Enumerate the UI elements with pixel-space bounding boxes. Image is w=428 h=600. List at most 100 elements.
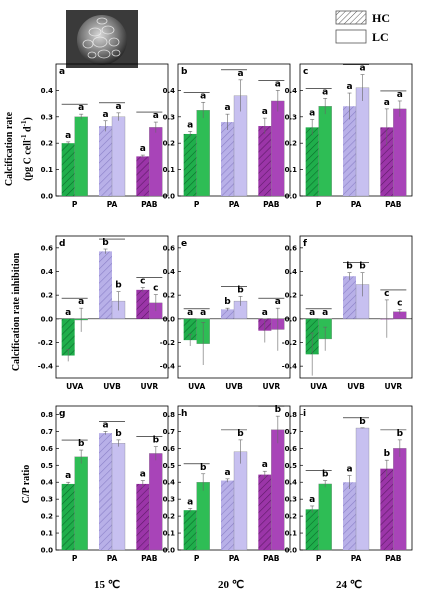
- y-tick-label: 0.4: [163, 479, 176, 487]
- y-tick-label: 0.0: [163, 547, 176, 555]
- y-tick-label: 0.8: [285, 411, 298, 419]
- x-tick-label: UVB: [225, 382, 243, 391]
- significance-letter: b: [78, 439, 85, 449]
- y-tick-label: 0.4: [285, 87, 298, 95]
- panel-e-frame: [177, 235, 291, 379]
- panel-letter: c: [303, 67, 308, 77]
- significance-letter: a: [224, 468, 230, 478]
- significance-letter: b: [346, 262, 353, 272]
- significance-letter: b: [237, 285, 244, 295]
- x-tick-label: P: [316, 200, 322, 209]
- significance-letter: b: [322, 470, 329, 480]
- bar-hc-pab: [136, 156, 150, 196]
- y-tick-label: 0.4: [163, 268, 176, 276]
- column-label-15C: 15 ℃: [94, 579, 121, 591]
- bar-lc-p: [196, 110, 210, 197]
- y-tick-label: 0.0: [285, 315, 298, 323]
- y-tick-label: 0.8: [41, 411, 54, 419]
- y-tick-label: 0.2: [163, 140, 176, 148]
- y-tick-label: 0.3: [163, 113, 176, 121]
- bar-hc-pa: [343, 106, 356, 196]
- y-tick-label: -0.2: [160, 339, 175, 347]
- significance-letter: a: [262, 308, 268, 318]
- bar-hc-pa: [99, 433, 112, 550]
- x-tick-label: UVR: [140, 382, 158, 391]
- y-tick-label: 0.6: [285, 244, 298, 252]
- x-tick-label: PA: [229, 554, 240, 563]
- x-tick-label: P: [194, 554, 200, 563]
- bar-lc-pa: [355, 87, 370, 197]
- significance-letter: b: [359, 417, 366, 427]
- significance-letter: a: [224, 103, 230, 113]
- y-tick-label: 0.7: [285, 428, 298, 436]
- x-tick-label: UVA: [310, 382, 327, 391]
- significance-letter: a: [322, 308, 328, 318]
- y-tick-label: 0.0: [285, 193, 298, 201]
- y-tick-label: 0.4: [163, 87, 176, 95]
- significance-letter: a: [65, 308, 71, 318]
- bar-hc-pab: [380, 468, 394, 550]
- bar-lc-pab: [149, 453, 163, 551]
- bar-hc-p: [305, 127, 319, 196]
- x-tick-label: UVB: [347, 382, 365, 391]
- significance-letter: b: [384, 449, 391, 459]
- y-tick-label: 0.5: [41, 462, 54, 470]
- x-tick-label: P: [194, 200, 200, 209]
- row1-ylabel-unit: (pg C cell: [22, 140, 34, 181]
- y-tick-label: 0.0: [285, 547, 298, 555]
- significance-letter: a: [200, 308, 206, 318]
- bar-lc-p: [318, 483, 332, 551]
- bar-lc-p: [196, 482, 210, 551]
- y-tick-label: 0.4: [285, 479, 298, 487]
- significance-letter: b: [200, 463, 207, 473]
- y-tick-label: 0.0: [41, 193, 54, 201]
- significance-letter: a: [65, 131, 71, 141]
- bar-hc-p: [61, 483, 75, 550]
- x-tick-label: PA: [229, 200, 240, 209]
- column-label-24C: 24 ℃: [336, 579, 363, 591]
- y-tick-label: -0.4: [160, 363, 175, 371]
- significance-letter: a: [102, 110, 108, 120]
- legend-hc-label: HC: [372, 11, 390, 25]
- panel-letter: b: [181, 67, 188, 77]
- significance-letter: a: [153, 111, 159, 121]
- panel-letter: g: [59, 409, 65, 419]
- x-tick-label: UVR: [262, 382, 280, 391]
- y-tick-label: 0.3: [285, 496, 298, 504]
- y-tick-label: 0.5: [163, 462, 176, 470]
- row1-ylabel-sup2: -1: [20, 120, 28, 127]
- y-tick-label: 0.1: [163, 530, 176, 538]
- bar-lc-pab: [393, 448, 407, 551]
- significance-letter: a: [322, 87, 328, 97]
- significance-letter: a: [359, 64, 365, 74]
- bar-hc-pa: [343, 482, 356, 550]
- significance-letter: a: [78, 297, 84, 307]
- x-tick-label: PAB: [141, 200, 158, 209]
- x-tick-label: PAB: [385, 554, 402, 563]
- bar-hc-uvb: [343, 276, 356, 319]
- panel-f: -0.4 -0.2 0.0 0.2 0.4 0.6 f a a UVA b b UVB cc UVR: [282, 235, 413, 391]
- y-tick-label: 0.6: [41, 445, 54, 453]
- y-tick-label: 0.2: [285, 513, 298, 521]
- y-tick-label: 0.4: [285, 268, 298, 276]
- panel-f-frame: [299, 235, 413, 379]
- panel-letter: f: [303, 239, 307, 249]
- significance-letter: c: [397, 298, 402, 308]
- panel-b: 0.0 0.1 0.2 0.3 0.4 b a a Pa a PA a a PAB: [163, 63, 291, 209]
- x-tick-label: PA: [351, 200, 362, 209]
- y-tick-label: 0.6: [163, 244, 176, 252]
- y-tick-label: 0.1: [41, 166, 54, 174]
- x-tick-label: PA: [351, 554, 362, 563]
- row1-ylabel-line2: (pg C cell-1 d-1): [17, 79, 35, 219]
- bar-lc-pa: [111, 443, 126, 551]
- y-tick-label: 0.2: [41, 140, 54, 148]
- y-tick-label: -0.4: [38, 363, 53, 371]
- bar-hc-uva: [183, 318, 197, 341]
- y-tick-label: 0.1: [285, 530, 298, 538]
- significance-letter: b: [224, 297, 231, 307]
- significance-letter: b: [359, 262, 366, 272]
- y-tick-label: 0.6: [285, 445, 298, 453]
- bar-hc-pab: [136, 483, 150, 550]
